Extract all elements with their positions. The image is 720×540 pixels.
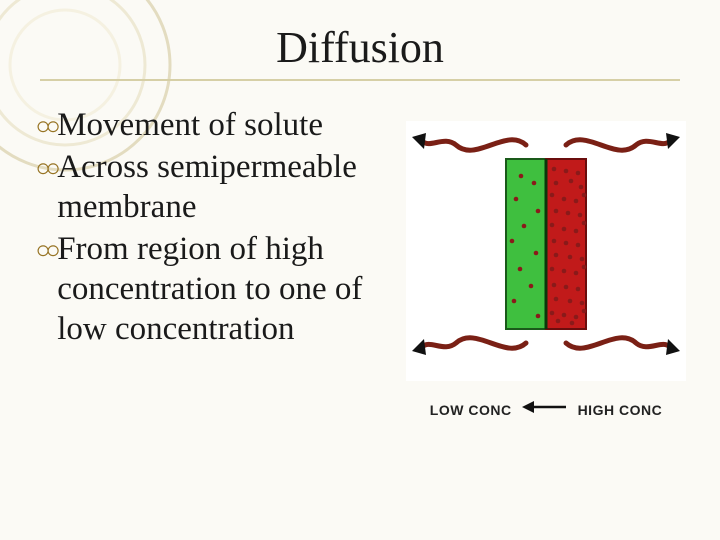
bullet-icon: ထ xyxy=(36,105,55,145)
high-conc-label: HIGH CONC xyxy=(578,402,663,418)
bullet-text: Movement of solute xyxy=(57,105,323,145)
bullet-list: ထ Movement of solute ထ Across semipermea… xyxy=(36,105,406,419)
bullet-icon: ထ xyxy=(36,147,55,187)
content-row: ထ Movement of solute ထ Across semipermea… xyxy=(0,81,720,419)
bullet-icon: ထ xyxy=(36,229,55,269)
slide-title: Diffusion xyxy=(0,0,720,73)
arrow-left-icon xyxy=(522,400,568,419)
diagram-svg xyxy=(406,111,686,391)
diagram-column: LOW CONC HIGH CONC xyxy=(406,105,686,419)
bullet-item: ထ From region of high concentration to o… xyxy=(36,229,406,349)
bullet-item: ထ Across semipermeable membrane xyxy=(36,147,406,227)
bullet-text: Across semipermeable membrane xyxy=(57,147,406,227)
diagram-caption: LOW CONC HIGH CONC xyxy=(406,400,686,419)
bullet-item: ထ Movement of solute xyxy=(36,105,406,145)
slide: Diffusion ထ Movement of solute ထ Across … xyxy=(0,0,720,540)
diffusion-diagram: LOW CONC HIGH CONC xyxy=(406,111,686,419)
low-conc-label: LOW CONC xyxy=(430,402,512,418)
bullet-text: From region of high concentration to one… xyxy=(57,229,406,349)
